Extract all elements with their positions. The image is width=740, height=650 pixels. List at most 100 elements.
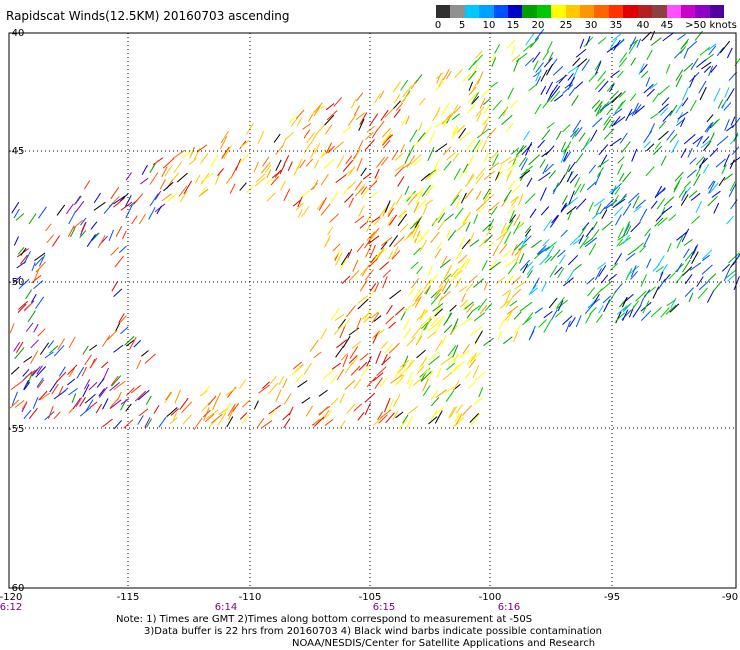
colorbar-label: >50 knots	[685, 20, 737, 31]
wind-barb	[452, 188, 463, 201]
wind-barb	[111, 280, 119, 292]
wind-barb	[597, 70, 607, 82]
wind-barb	[442, 146, 452, 156]
wind-barb	[400, 79, 409, 91]
wind-barb	[546, 41, 553, 52]
wind-barb	[625, 252, 636, 261]
wind-barb	[10, 366, 20, 375]
wind-barb	[557, 249, 566, 258]
wind-barb	[387, 207, 394, 217]
wind-barb	[703, 65, 712, 73]
wind-barb	[344, 379, 356, 390]
wind-barb	[391, 150, 399, 161]
wind-barb	[468, 86, 477, 96]
wind-barb	[440, 355, 453, 366]
wind-barb	[488, 162, 500, 171]
wind-barb	[271, 169, 282, 179]
wind-barb	[95, 403, 103, 414]
wind-barb	[514, 325, 521, 334]
wind-barb	[602, 118, 612, 131]
wind-barb	[12, 275, 22, 284]
wind-barb	[415, 335, 423, 346]
wind-barb	[384, 397, 391, 413]
wind-barb	[483, 281, 489, 291]
wind-barb	[388, 250, 394, 260]
wind-barb	[466, 310, 473, 319]
wind-barb	[595, 203, 602, 216]
wind-barb	[211, 413, 223, 424]
wind-barb	[82, 384, 90, 398]
wind-barb	[122, 230, 127, 240]
wind-barb	[624, 221, 631, 233]
wind-barb	[460, 258, 469, 270]
wind-barb	[442, 372, 453, 381]
wind-barb	[469, 325, 483, 336]
wind-barb	[575, 198, 587, 210]
wind-barb	[225, 175, 233, 184]
wind-barb	[347, 181, 357, 190]
time-label: 6:15	[373, 602, 395, 613]
wind-barb	[302, 122, 312, 130]
wind-barb	[618, 90, 627, 98]
wind-barb	[144, 417, 151, 428]
wind-barb	[375, 350, 382, 364]
wind-barb	[405, 115, 410, 125]
wind-barb	[140, 350, 149, 357]
wind-barb	[173, 161, 182, 174]
colorbar-label: 5	[458, 20, 466, 31]
wind-barb	[134, 390, 147, 402]
wind-barb	[227, 403, 236, 416]
wind-barb	[475, 167, 486, 180]
wind-barb	[93, 201, 106, 211]
wind-barb	[444, 386, 455, 394]
wind-barb	[646, 258, 652, 269]
wind-barb	[414, 290, 424, 302]
wind-barb	[610, 70, 620, 78]
wind-barb	[154, 190, 162, 200]
wind-barb	[592, 117, 603, 128]
wind-barb	[51, 383, 59, 395]
wind-barb	[596, 167, 604, 178]
wind-barb	[356, 243, 365, 253]
wind-barb	[608, 273, 617, 282]
wind-barb	[661, 97, 670, 106]
wind-barb	[366, 356, 372, 367]
wind-barb	[422, 378, 429, 392]
wind-barb	[447, 345, 457, 357]
wind-barb	[366, 376, 377, 388]
wind-barb	[384, 200, 391, 213]
wind-barb	[477, 205, 486, 215]
wind-barb	[549, 215, 560, 228]
wind-barb	[420, 308, 428, 320]
wind-barb	[441, 114, 451, 125]
wind-barb	[425, 184, 435, 196]
wind-barb	[210, 154, 219, 168]
wind-barb	[373, 417, 382, 426]
wind-barb	[516, 145, 527, 156]
wind-barb	[359, 112, 368, 126]
colorbar-segment	[580, 5, 595, 18]
wind-barb	[665, 304, 677, 315]
wind-barb	[361, 264, 370, 277]
wind-barb	[730, 156, 740, 165]
wind-barb	[428, 352, 439, 361]
wind-barb	[435, 119, 446, 128]
wind-barb	[586, 277, 595, 285]
wind-barb	[654, 185, 663, 199]
wind-barb	[556, 296, 565, 309]
wind-barb	[442, 68, 450, 81]
wind-barb	[473, 312, 486, 322]
wind-barb	[156, 205, 163, 215]
wind-barb	[589, 307, 597, 315]
wind-barb	[614, 101, 624, 114]
wind-barb	[535, 62, 544, 73]
wind-barb	[460, 317, 472, 327]
wind-barb	[709, 182, 719, 194]
wind-barb	[113, 288, 123, 297]
wind-barb	[683, 62, 694, 72]
wind-barb	[523, 43, 534, 52]
wind-barb	[170, 408, 179, 416]
time-label: 6:12	[0, 602, 22, 613]
wind-barb	[614, 214, 622, 226]
wind-barb	[673, 181, 680, 193]
